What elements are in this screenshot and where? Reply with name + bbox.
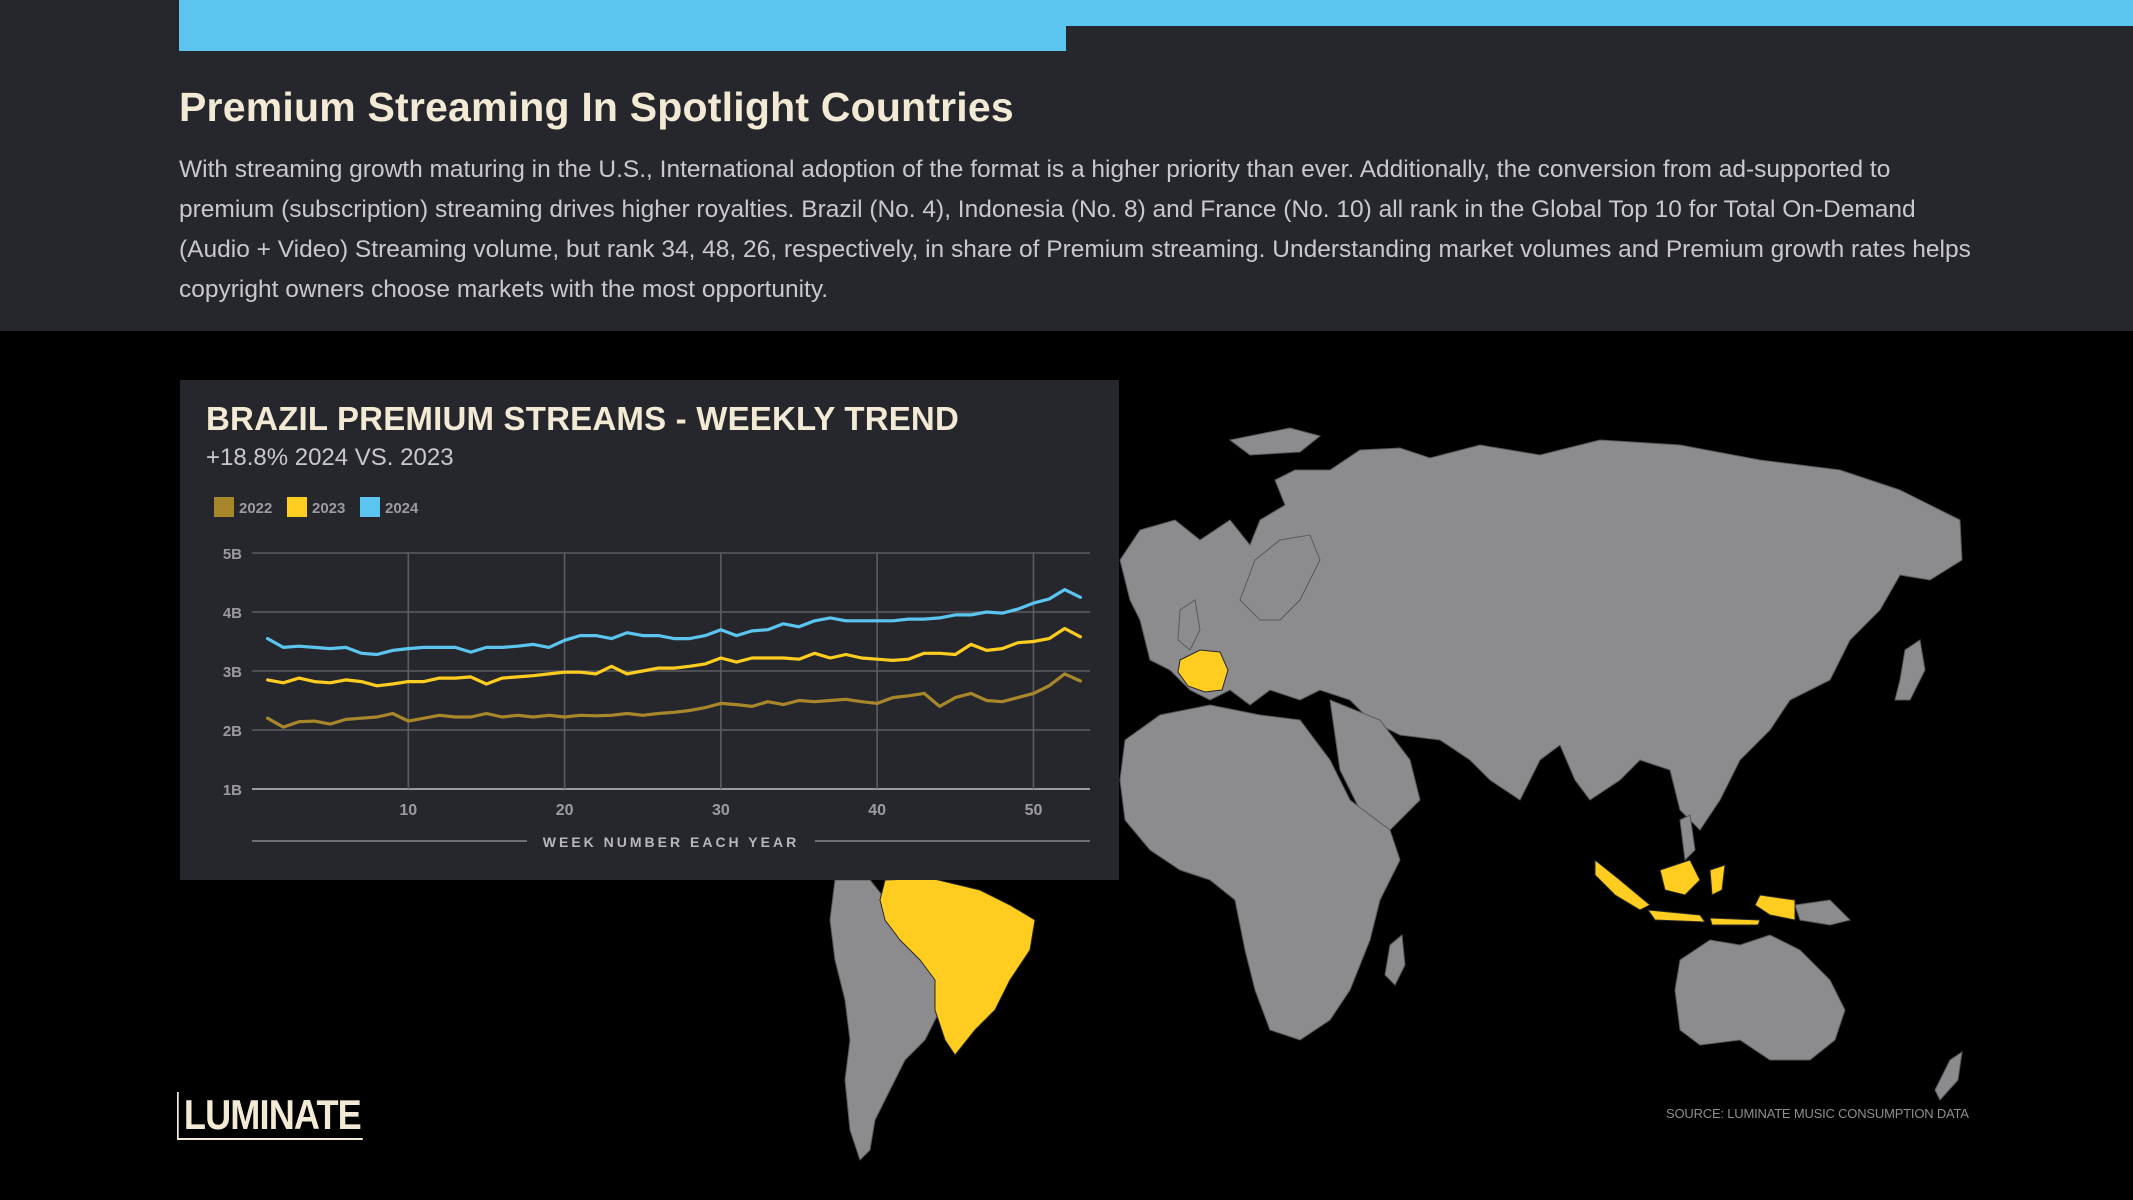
chart-title: BRAZIL PREMIUM STREAMS - WEEKLY TREND xyxy=(206,400,959,437)
intro-paragraph: With streaming growth maturing in the U.… xyxy=(179,156,1971,303)
accent-bar-left xyxy=(179,0,1066,51)
y-tick-label-2B: 2B xyxy=(223,723,242,740)
map-new-zealand xyxy=(1934,1050,1963,1101)
map-madagascar xyxy=(1384,934,1406,986)
x-tick-label-40: 40 xyxy=(868,802,886,819)
world-map xyxy=(829,427,1963,1161)
y-tick-label-5B: 5B xyxy=(223,546,242,563)
map-uk xyxy=(1177,599,1201,651)
y-tick-label-3B: 3B xyxy=(223,664,242,681)
y-tick-label-4B: 4B xyxy=(223,605,242,622)
map-australia xyxy=(1674,934,1846,1061)
x-tick-label-10: 10 xyxy=(399,802,417,819)
legend-label-2024: 2024 xyxy=(385,500,419,517)
chart-canvas: 2022 2023 2024 1B 2B 3B 4B 5B 10 20 30 40 50 WEEK NUM… xyxy=(214,497,1090,850)
legend-swatch-2022 xyxy=(214,497,234,517)
accent-bar-right xyxy=(1066,0,2133,26)
series-line-2024 xyxy=(265,588,1083,657)
map-indonesia-java xyxy=(1646,909,1707,923)
header-band: Premium Streaming In Spotlight Countries… xyxy=(0,0,2133,331)
map-japan xyxy=(1894,639,1926,701)
map-france xyxy=(1177,649,1229,693)
series-line-2023 xyxy=(265,626,1083,688)
y-tick-label-1B: 1B xyxy=(223,782,242,799)
source-note: SOURCE: LUMINATE MUSIC CONSUMPTION DATA xyxy=(1666,1106,1969,1121)
chart-panel: BRAZIL PREMIUM STREAMS - WEEKLY TREND +1… xyxy=(180,380,1119,880)
x-axis-title: WEEK NUMBER EACH YEAR xyxy=(543,834,799,850)
map-eurasia xyxy=(1119,439,1963,831)
luminate-logo: LUMINATE xyxy=(177,1092,363,1140)
map-scandinavia xyxy=(1239,534,1321,621)
legend-label-2023: 2023 xyxy=(312,500,345,517)
map-indonesia-papua xyxy=(1754,894,1796,921)
map-indonesia-sulawesi xyxy=(1709,864,1726,896)
map-indonesia-sumatra xyxy=(1594,858,1651,911)
page-title: Premium Streaming In Spotlight Countries xyxy=(179,84,1014,130)
x-tick-label-50: 50 xyxy=(1025,802,1043,819)
map-brazil xyxy=(879,877,1036,1056)
map-arctic-islands xyxy=(1228,427,1322,456)
legend-swatch-2023 xyxy=(287,497,307,517)
map-new-guinea-east xyxy=(1794,899,1851,926)
x-tick-label-30: 30 xyxy=(712,802,730,819)
series-line-2022 xyxy=(265,672,1083,729)
map-africa xyxy=(1119,704,1401,1041)
map-indonesia-borneo xyxy=(1659,859,1701,896)
map-arabia xyxy=(1329,699,1421,831)
x-tick-label-20: 20 xyxy=(556,802,574,819)
chart-subtitle: +18.8% 2024 VS. 2023 xyxy=(206,444,454,471)
legend-label-2022: 2022 xyxy=(239,500,272,517)
map-philippines xyxy=(1679,814,1696,862)
legend-swatch-2024 xyxy=(360,497,380,517)
map-indonesia-lesser xyxy=(1709,917,1761,926)
